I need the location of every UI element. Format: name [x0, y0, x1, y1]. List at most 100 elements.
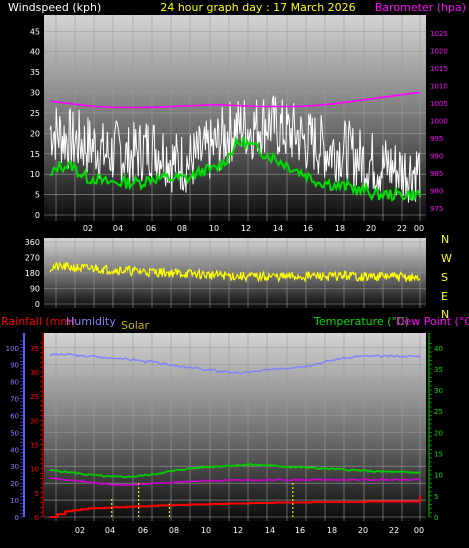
y-left-tick-label: 35	[30, 68, 40, 77]
y-right-tick-label: 995	[430, 135, 443, 143]
y-left-tick-label: 20	[30, 129, 40, 138]
x-tick-label: 00	[414, 224, 424, 233]
x-tick-label: 20	[366, 224, 376, 233]
humidity-tick-label: 80	[10, 379, 19, 387]
temperature-tick-label: 5	[434, 493, 438, 501]
rainfall-tick-label: 30	[30, 369, 39, 377]
chart-title: 24 hour graph day : 17 March 2026	[160, 1, 355, 14]
y-right-tick-label: 985	[430, 170, 443, 178]
humidity-tick-label: 70	[10, 396, 19, 404]
windspeed-series	[49, 95, 421, 203]
rainfall-tick-label: 5	[35, 490, 39, 498]
x-tick-label: 00	[414, 526, 424, 535]
y-right-tick-label: 980	[430, 188, 443, 196]
x-tick-label: 04	[105, 526, 115, 535]
x-tick-label: 02	[75, 526, 85, 535]
x-tick-label: 22	[389, 526, 399, 535]
humidity-tick-label: 90	[10, 362, 19, 370]
dewpoint-series	[49, 477, 421, 487]
x-tick-label: 12	[241, 224, 251, 233]
humidity-tick-label: 50	[10, 429, 19, 437]
y-tick-label: 270	[25, 254, 40, 263]
panel3-background	[44, 333, 426, 521]
y-left-tick-label: 25	[30, 109, 40, 118]
humidity-tick-label: 40	[10, 446, 19, 454]
direction-label: N	[441, 233, 449, 246]
x-tick-label: 18	[327, 526, 337, 535]
humidity-tick-label: 20	[10, 480, 19, 488]
wind-barometer-panel: 0510152025303540459759809859909951000100…	[30, 15, 448, 233]
humidity-tick-label: 10	[10, 497, 19, 505]
y-left-tick-label: 45	[30, 27, 40, 36]
x-tick-label: 06	[146, 224, 156, 233]
y-tick-label: 90	[30, 285, 40, 294]
y-right-tick-label: 1000	[430, 118, 448, 126]
y-left-tick-label: 5	[35, 191, 40, 200]
direction-label: E	[441, 290, 448, 303]
rainfall-series	[50, 495, 421, 518]
x-tick-label: 10	[209, 224, 219, 233]
humidity-label: Humidity	[66, 315, 116, 328]
direction-label: S	[441, 271, 448, 284]
x-tick-label: 14	[265, 526, 275, 535]
temperature-tick-label: 20	[434, 429, 443, 437]
humidity-tick-label: 60	[10, 412, 19, 420]
wind-average-series	[49, 135, 421, 202]
rainfall-tick-label: 35	[30, 345, 39, 353]
y-right-tick-label: 1020	[430, 48, 448, 56]
temperature-tick-label: 0	[434, 514, 438, 522]
temperature-tick-label: 10	[434, 472, 443, 480]
wind-direction-panel: 0 90 180 270 360	[25, 238, 426, 309]
y-tick-label: 0	[35, 300, 40, 309]
temperature-humidity-panel: 0510152025303501020304050607080901000510…	[6, 333, 443, 535]
windspeed-label: Windspeed (kph)	[8, 1, 101, 14]
y-right-tick-label: 990	[430, 153, 443, 161]
y-right-tick-label: 1005	[430, 100, 448, 108]
x-tick-label: 22	[397, 224, 407, 233]
humidity-tick-label: 0	[15, 514, 19, 522]
y-tick-label: 180	[25, 269, 40, 278]
x-tick-label: 18	[335, 224, 345, 233]
direction-label: W	[441, 252, 452, 265]
barometer-series	[49, 91, 421, 109]
x-tick-label: 16	[295, 526, 305, 535]
rainfall-tick-label: 15	[30, 441, 39, 449]
barometer-label: Barometer (hpa)	[375, 1, 466, 14]
rainfall-tick-label: 25	[30, 393, 39, 401]
wind-direction-series	[49, 261, 421, 284]
x-tick-label: 10	[201, 526, 211, 535]
y-left-tick-label: 40	[30, 48, 40, 57]
x-tick-label: 16	[303, 224, 313, 233]
y-right-tick-label: 1025	[430, 30, 448, 38]
temperature-series	[49, 462, 421, 479]
y-left-tick-label: 10	[30, 170, 40, 179]
humidity-tick-label: 100	[6, 345, 19, 353]
y-tick-label: 360	[25, 238, 40, 247]
rainfall-tick-label: 20	[30, 417, 39, 425]
x-tick-label: 14	[273, 224, 283, 233]
temperature-tick-label: 15	[434, 451, 443, 459]
x-tick-label: 04	[113, 224, 123, 233]
temperature-tick-label: 35	[434, 366, 443, 374]
x-tick-label: 08	[177, 224, 187, 233]
x-tick-label: 12	[233, 526, 243, 535]
y-right-tick-label: 975	[430, 205, 443, 213]
y-left-tick-label: 15	[30, 150, 40, 159]
humidity-tick-label: 30	[10, 463, 19, 471]
solar-label: Solar	[121, 319, 150, 332]
temperature-tick-label: 40	[434, 345, 443, 353]
y-right-tick-label: 1010	[430, 83, 448, 91]
y-right-tick-label: 1015	[430, 65, 448, 73]
x-tick-label: 20	[358, 526, 368, 535]
rainfall-label: Rainfall (mm)	[1, 315, 75, 328]
temperature-tick-label: 25	[434, 408, 443, 416]
rainfall-tick-label: 0	[35, 514, 39, 522]
temperature-label: Temperature (°C)	[313, 315, 409, 328]
temperature-tick-label: 30	[434, 387, 443, 395]
y-left-tick-label: 30	[30, 89, 40, 98]
rainfall-tick-label: 10	[30, 466, 39, 474]
x-tick-label: 08	[169, 526, 179, 535]
dewpoint-label: Dew Point (°C)	[396, 315, 469, 328]
x-tick-label: 02	[83, 224, 93, 233]
